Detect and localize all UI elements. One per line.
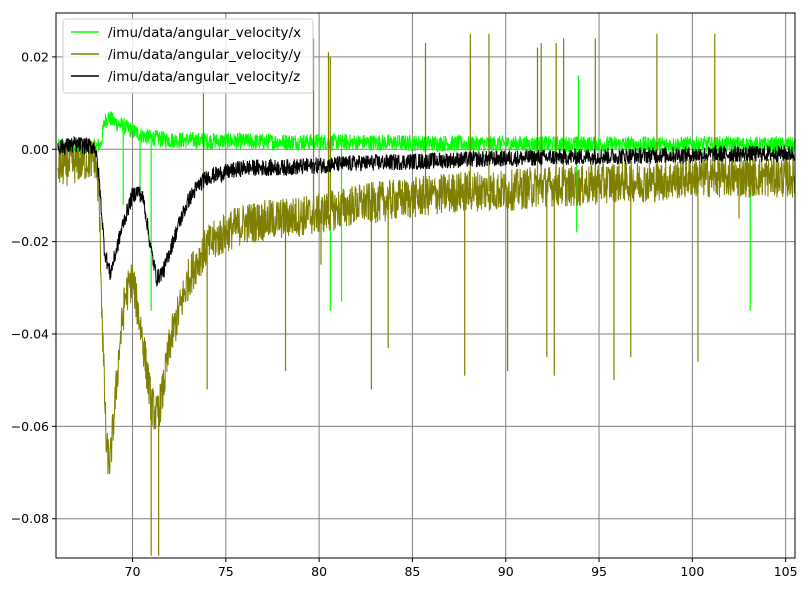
y-tick-label: 0.02 <box>21 49 49 64</box>
y-tick-label: 0.00 <box>21 142 49 157</box>
x-tick-label: 100 <box>680 564 704 579</box>
x-tick-label: 95 <box>591 564 607 579</box>
y-tick-label: −0.08 <box>11 511 49 526</box>
series-line <box>57 141 795 475</box>
y-axis: 0.02 0.00 −0.02 −0.04 −0.06 −0.08 <box>11 49 56 526</box>
legend: /imu/data/angular_velocity/x/imu/data/an… <box>62 18 314 94</box>
x-tick-label: 70 <box>125 564 141 579</box>
legend-box <box>62 18 314 94</box>
x-tick-label: 90 <box>498 564 514 579</box>
series-line <box>57 135 795 287</box>
series-2 <box>57 33 795 556</box>
legend-label: /imu/data/angular_velocity/y <box>108 47 301 63</box>
axes-frame <box>55 12 796 559</box>
legend-label: /imu/data/angular_velocity/x <box>108 25 301 41</box>
x-tick-label: 85 <box>404 564 420 579</box>
series-3 <box>57 135 795 287</box>
x-tick-label: 105 <box>774 564 798 579</box>
legend-label: /imu/data/angular_velocity/z <box>108 69 300 85</box>
y-tick-label: −0.06 <box>11 419 49 434</box>
x-tick-label: 80 <box>311 564 327 579</box>
x-tick-label: 75 <box>218 564 234 579</box>
y-tick-label: −0.04 <box>11 326 49 341</box>
y-tick-label: −0.02 <box>11 234 49 249</box>
plot-area <box>57 33 795 556</box>
series-line <box>57 111 795 156</box>
x-axis: 70 75 80 85 90 95 100 105 <box>125 558 798 579</box>
